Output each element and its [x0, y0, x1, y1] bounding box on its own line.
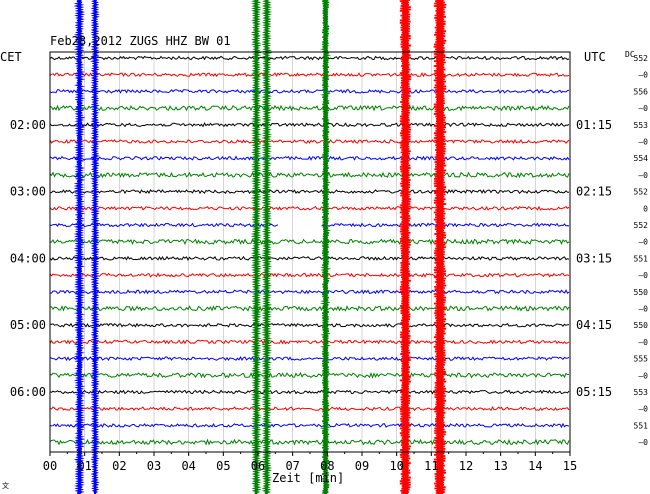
- utc-time-label: 01:15: [576, 118, 612, 132]
- x-tick-label: 05: [216, 459, 230, 473]
- dc-value: 0: [643, 204, 648, 213]
- trace-4: [49, 104, 570, 112]
- dc-label: DC: [625, 50, 635, 59]
- dc-value: –0: [638, 104, 648, 113]
- dc-value: –0: [638, 238, 648, 247]
- trace-1: [49, 55, 570, 61]
- x-tick-label: 06: [251, 459, 265, 473]
- x-axis-ticks: 00 01 02 03 04 05 06 07 08 09 10 11 12 13 14 15: [43, 452, 577, 473]
- dc-value: –0: [638, 305, 648, 314]
- trace-23: [49, 422, 570, 429]
- x-tick-label: 10: [389, 459, 403, 473]
- trace-12: [49, 238, 570, 246]
- dc-value: –0: [638, 405, 648, 414]
- trace-7: [49, 155, 570, 161]
- dc-value: –0: [638, 338, 648, 347]
- dc-value: 552: [634, 54, 649, 63]
- chart-title: Feb28,2012 ZUGS HHZ BW 01: [50, 34, 231, 48]
- trace-18: [49, 339, 570, 345]
- trace-24: [49, 438, 570, 446]
- x-tick-label: 07: [285, 459, 299, 473]
- trace-10: [49, 205, 570, 211]
- trace-16: [49, 305, 570, 312]
- x-tick-label: 15: [563, 459, 577, 473]
- x-tick-label: 11: [424, 459, 438, 473]
- x-tick-label: 14: [528, 459, 542, 473]
- trace-6: [49, 138, 570, 144]
- burst-core-6: [402, 0, 409, 494]
- dc-value: –0: [638, 71, 648, 80]
- x-tick-label: 00: [43, 459, 57, 473]
- x-axis-label: Zeit [min]: [272, 471, 344, 485]
- cet-time-label: 05:00: [10, 318, 46, 332]
- event-bursts: [73, 0, 447, 494]
- burst-core-7: [436, 0, 444, 494]
- utc-time-label: 04:15: [576, 318, 612, 332]
- trace-2: [49, 71, 570, 78]
- dc-value: 553: [634, 121, 649, 130]
- x-tick-label: 01: [77, 459, 91, 473]
- burst-core-4: [265, 0, 268, 494]
- dc-value: 550: [634, 321, 649, 330]
- trace-5: [49, 122, 570, 128]
- burst-core-5: [323, 0, 328, 494]
- utc-time-label: 05:15: [576, 385, 612, 399]
- cet-time-label: 04:00: [10, 251, 46, 265]
- cet-time-label: 06:00: [10, 385, 46, 399]
- dc-value: –0: [638, 438, 648, 447]
- cet-label: CET: [0, 50, 22, 64]
- dc-value: 550: [634, 288, 649, 297]
- trace-17: [49, 322, 569, 328]
- corner-mark: ⽂: [2, 481, 9, 490]
- trace-14: [49, 272, 570, 278]
- trace-15: [49, 289, 570, 295]
- burst-core-3: [255, 0, 258, 494]
- trace-21: [49, 389, 570, 395]
- cet-time-label: 02:00: [10, 118, 46, 132]
- dc-value: –0: [638, 271, 648, 280]
- x-tick-label: 02: [112, 459, 126, 473]
- traces: [49, 55, 570, 446]
- dc-value: 556: [634, 87, 649, 96]
- x-tick-label: 09: [355, 459, 369, 473]
- burst-core-1: [78, 0, 81, 494]
- trace-8: [49, 171, 570, 179]
- labels: 02:00 03:00 04:00 05:00 06:00 01:15 02:15 03:15…: [10, 54, 648, 447]
- cet-time-label: 03:00: [10, 185, 46, 199]
- x-tick-label: 04: [181, 459, 195, 473]
- dc-value: 552: [634, 221, 649, 230]
- burst-core-2: [94, 0, 97, 494]
- trace-19: [49, 356, 570, 362]
- x-tick-label: 12: [459, 459, 473, 473]
- trace-3: [49, 89, 570, 94]
- dc-value: 551: [634, 421, 649, 430]
- dc-value: 555: [634, 355, 649, 364]
- dc-value: 553: [634, 388, 649, 397]
- utc-time-label: 03:15: [576, 251, 612, 265]
- trace-20: [49, 371, 570, 379]
- trace-13: [49, 255, 570, 261]
- dc-value: 551: [634, 254, 649, 263]
- x-tick-label: 13: [493, 459, 507, 473]
- dc-value: –0: [638, 171, 648, 180]
- utc-label: UTC: [584, 50, 606, 64]
- trace-22: [49, 406, 570, 412]
- dc-value: –0: [638, 138, 648, 147]
- dc-value: 554: [634, 154, 649, 163]
- x-tick-label: 03: [147, 459, 161, 473]
- dc-value: –0: [638, 371, 648, 380]
- x-tick-label: 08: [320, 459, 334, 473]
- utc-time-label: 02:15: [576, 185, 612, 199]
- trace-9: [49, 189, 569, 195]
- dc-value: 552: [634, 188, 649, 197]
